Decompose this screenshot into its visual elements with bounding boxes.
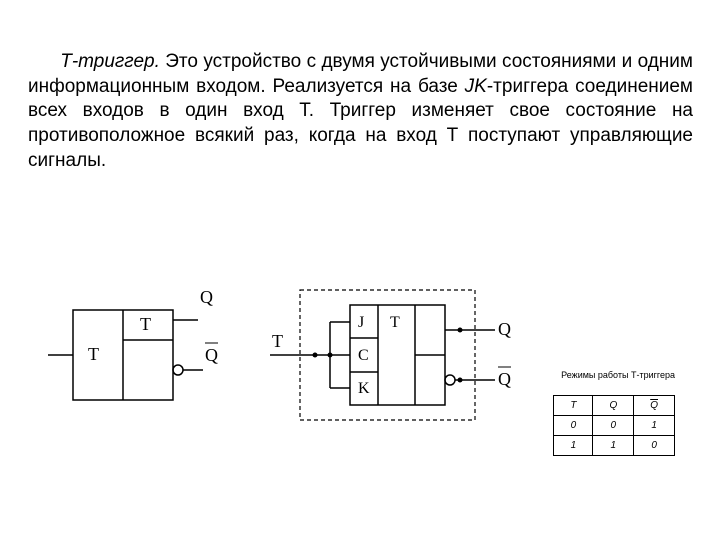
table-row: 1 1 0: [554, 436, 675, 456]
k-label: K: [358, 380, 370, 397]
t-inner-label: T: [140, 314, 151, 334]
table-row: 0 0 1: [554, 416, 675, 436]
title: Т-триггер.: [60, 51, 160, 72]
diagram-jk-trigger: J C K T T Q Q: [260, 275, 520, 445]
c-label: C: [358, 347, 369, 364]
j-label: J: [358, 314, 364, 331]
table-caption: Режимы работы Т-триггера: [561, 370, 675, 380]
q-label: Q: [200, 287, 213, 307]
th-q: Q: [593, 396, 634, 416]
diagram-t-trigger: T T Q Q: [28, 275, 218, 445]
t-inner2-label: T: [390, 314, 400, 331]
t-outer-label: T: [88, 344, 99, 364]
truth-table: T Q Q 0 0 1 1 1 0: [553, 395, 675, 456]
t-input-label: T: [272, 331, 283, 351]
paragraph: Т-триггер. Это устройство с двумя устойч…: [28, 50, 693, 173]
qbar-label: Q: [205, 345, 218, 365]
qbar2-label: Q: [498, 369, 511, 389]
th-t: T: [554, 396, 593, 416]
jk-italic: JK: [465, 76, 487, 97]
th-qbar: Q: [634, 396, 675, 416]
q2-label: Q: [498, 319, 511, 339]
